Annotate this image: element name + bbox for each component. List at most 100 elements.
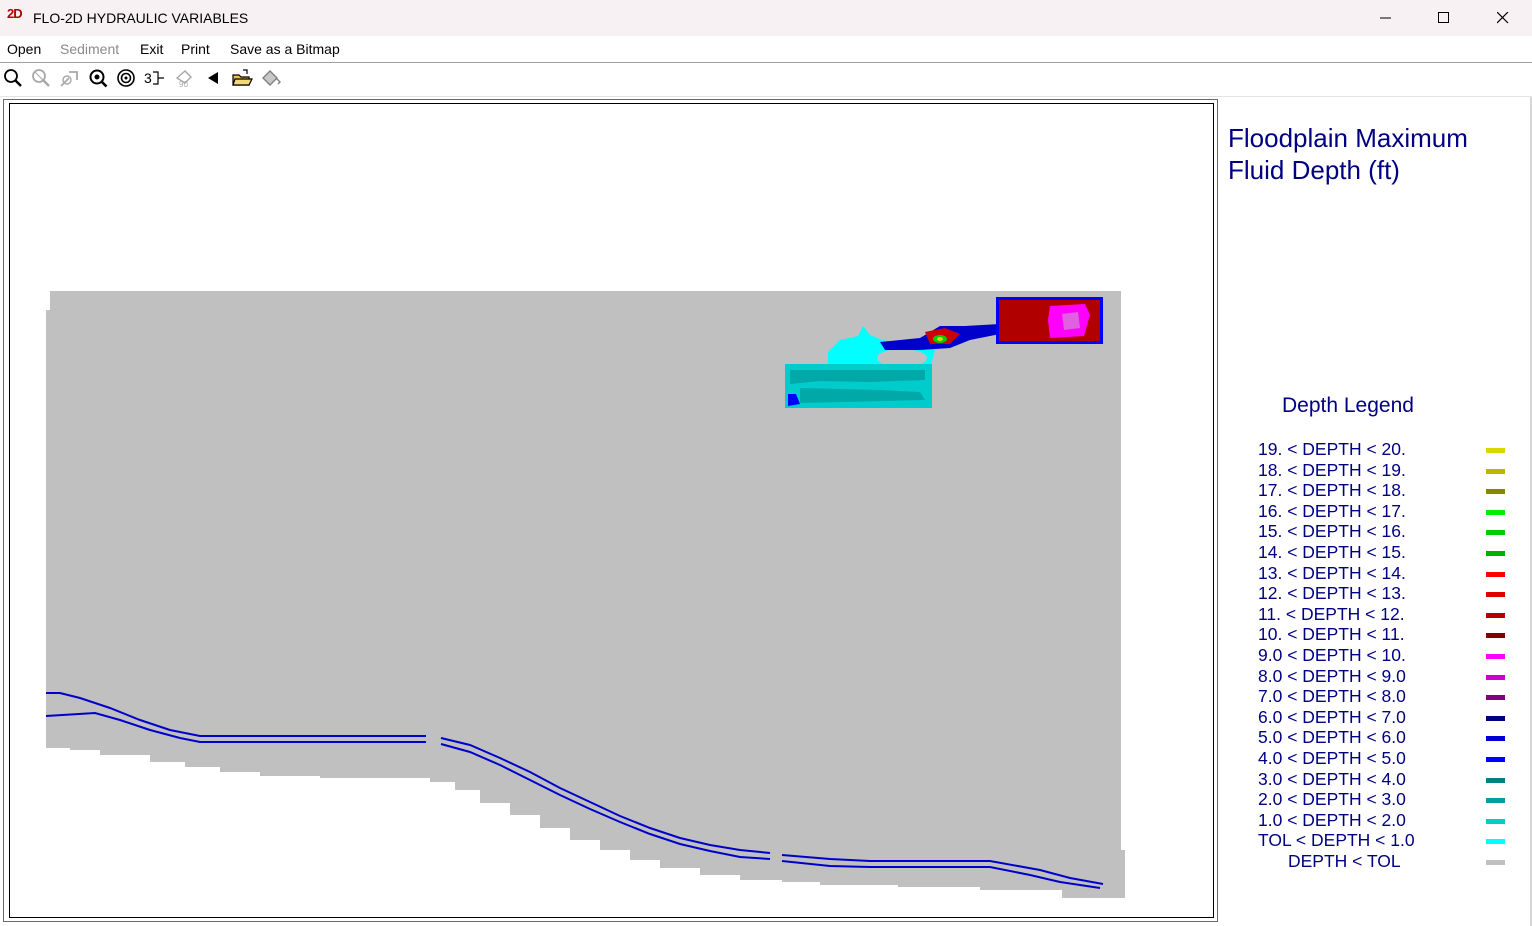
legend-row: 12. < DEPTH < 13. [1240, 583, 1530, 604]
legend-label: TOL < DEPTH < 1.0 [1258, 830, 1415, 851]
close-icon [1497, 12, 1509, 24]
back-arrow-icon [208, 72, 218, 84]
menu-open[interactable]: Open [7, 41, 42, 57]
3d-view-button[interactable]: 3 [144, 68, 164, 88]
legend-row: 1.0 < DEPTH < 2.0 [1240, 810, 1530, 831]
legend-color-swatch [1486, 674, 1505, 680]
open-folder-button[interactable] [231, 68, 253, 88]
svg-text:90: 90 [179, 80, 188, 88]
legend-row: 11. < DEPTH < 12. [1240, 604, 1530, 625]
open-folder-icon [232, 69, 253, 86]
flood-patch-lower-basin-blue [788, 394, 800, 406]
channel-upper-mid [440, 737, 771, 854]
zoom-extent-icon [60, 71, 78, 87]
plot-title-line1: Floodplain Maximum [1228, 123, 1468, 153]
menu-bar [0, 36, 1532, 62]
channel-lower-right [781, 860, 1101, 889]
maximize-button[interactable] [1415, 0, 1473, 36]
legend-color-swatch [1486, 489, 1505, 495]
legend-color-swatch [1486, 798, 1505, 804]
app-icon: 2D [7, 6, 23, 21]
menu-sediment[interactable]: Sediment [60, 41, 120, 57]
legend-row: 9.0 < DEPTH < 10. [1240, 645, 1530, 666]
plot-title: Floodplain Maximum Fluid Depth (ft) [1228, 122, 1468, 186]
legend-color-swatch [1486, 756, 1505, 762]
minimize-button[interactable] [1357, 0, 1415, 36]
zoom-extent-button[interactable] [59, 68, 79, 88]
legend-color-swatch [1486, 695, 1505, 701]
target-button[interactable] [116, 68, 136, 88]
flood-patch-yellow [937, 337, 943, 341]
legend-row: 3.0 < DEPTH < 4.0 [1240, 769, 1530, 790]
menu-separator [0, 62, 1532, 63]
window-title: FLO-2D HYDRAULIC VARIABLES [33, 10, 249, 26]
legend-header: Depth Legend [1282, 394, 1414, 417]
legend-label: 13. < DEPTH < 14. [1258, 562, 1406, 583]
legend-color-swatch [1486, 777, 1505, 783]
back-button[interactable] [204, 68, 224, 88]
legend-label: 5.0 < DEPTH < 6.0 [1258, 727, 1406, 748]
legend-label: 14. < DEPTH < 15. [1258, 541, 1406, 562]
legend-label: 15. < DEPTH < 16. [1258, 521, 1406, 542]
legend-label: 11. < DEPTH < 12. [1258, 603, 1405, 624]
legend-color-swatch [1486, 818, 1505, 824]
legend-label: 12. < DEPTH < 13. [1258, 583, 1406, 604]
legend-row: TOL < DEPTH < 1.0 [1240, 830, 1530, 851]
zoom-window-icon [89, 69, 108, 88]
zoom-in-icon [4, 69, 22, 87]
flood-patch-dry-island [877, 349, 927, 367]
zoom-window-button[interactable] [88, 68, 108, 88]
legend-label: 8.0 < DEPTH < 9.0 [1258, 665, 1406, 686]
legend-label: 3.0 < DEPTH < 4.0 [1258, 768, 1406, 789]
legend-label: 2.0 < DEPTH < 3.0 [1258, 789, 1406, 810]
floodplain-grid-area [46, 291, 1125, 898]
legend-label: 10. < DEPTH < 11. [1258, 624, 1405, 645]
legend-color-swatch [1486, 571, 1505, 577]
zoom-out-icon [32, 69, 50, 87]
legend-row: 15. < DEPTH < 16. [1240, 521, 1530, 542]
legend-row: 2.0 < DEPTH < 3.0 [1240, 789, 1530, 810]
legend-row: 8.0 < DEPTH < 9.0 [1240, 666, 1530, 687]
legend-color-swatch [1486, 612, 1505, 618]
legend-color-swatch [1486, 550, 1505, 556]
window-right-border [1530, 97, 1532, 926]
paint-bucket-button[interactable] [260, 68, 281, 88]
legend-row: 18. < DEPTH < 19. [1240, 460, 1530, 481]
rotate-icon: 90 [175, 70, 192, 89]
legend-row: DEPTH < TOL [1240, 851, 1530, 872]
legend-row: 14. < DEPTH < 15. [1240, 542, 1530, 563]
legend-label: 6.0 < DEPTH < 7.0 [1258, 706, 1406, 727]
flood-patch-lower-basin-deep [790, 370, 925, 403]
legend-color-swatch [1486, 839, 1505, 845]
legend-label: 19. < DEPTH < 20. [1258, 439, 1406, 459]
legend-row: 4.0 < DEPTH < 5.0 [1240, 748, 1530, 769]
legend-label: 9.0 < DEPTH < 10. [1258, 644, 1406, 665]
legend-label: 17. < DEPTH < 18. [1258, 480, 1406, 501]
channel-upper-left [46, 692, 426, 737]
menu-print[interactable]: Print [181, 41, 210, 57]
toolbar [0, 63, 1532, 95]
depth-legend: 19. < DEPTH < 20. 18. < DEPTH < 19. 17. < … [1240, 439, 1530, 871]
zoom-in-button[interactable] [3, 68, 23, 88]
legend-label: 1.0 < DEPTH < 2.0 [1258, 809, 1406, 830]
target-icon [117, 69, 135, 87]
legend-color-swatch [1486, 715, 1505, 721]
3d-view-icon: 3 [144, 70, 164, 86]
channel-lower-left [45, 711, 426, 743]
close-button[interactable] [1474, 0, 1532, 36]
legend-row: 6.0 < DEPTH < 7.0 [1240, 707, 1530, 728]
legend-color-swatch [1486, 530, 1505, 536]
rotate-button[interactable]: 90 [173, 68, 193, 89]
legend-label: DEPTH < TOL [1288, 850, 1401, 871]
menu-save-bitmap[interactable]: Save as a Bitmap [230, 41, 340, 57]
legend-label: 4.0 < DEPTH < 5.0 [1258, 747, 1406, 768]
legend-row: 5.0 < DEPTH < 6.0 [1240, 727, 1530, 748]
legend-row: 7.0 < DEPTH < 8.0 [1240, 686, 1530, 707]
legend-label: 18. < DEPTH < 19. [1258, 459, 1406, 480]
menu-exit[interactable]: Exit [140, 41, 164, 57]
legend-label: 7.0 < DEPTH < 8.0 [1258, 686, 1406, 707]
legend-color-swatch [1486, 509, 1505, 515]
legend-label: 16. < DEPTH < 17. [1258, 500, 1406, 521]
zoom-out-button[interactable] [31, 68, 51, 88]
flood-patch-upper-basin-pink [1062, 312, 1080, 330]
